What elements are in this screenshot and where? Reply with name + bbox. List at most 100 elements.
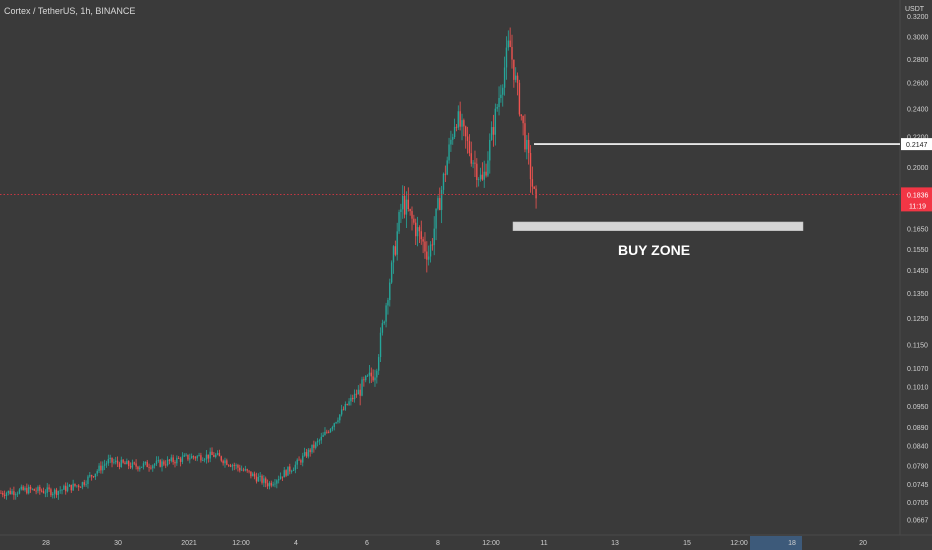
candle-body (265, 478, 267, 484)
candle-body (450, 139, 452, 145)
candle-body (503, 67, 506, 88)
candle-body (155, 460, 158, 465)
candle-body (535, 188, 537, 199)
y-tick-label: 0.1070 (907, 366, 929, 373)
candle-body (427, 256, 430, 260)
candle-body (426, 251, 428, 260)
candle-body (135, 463, 137, 467)
candle-body (396, 231, 398, 255)
candle-body (139, 467, 141, 470)
candle-body (170, 457, 172, 461)
candle-body (87, 476, 89, 484)
candle-body (52, 493, 54, 496)
candle-body (250, 471, 252, 477)
candle-body (418, 227, 421, 232)
candle-body (394, 246, 397, 255)
candle-body (372, 376, 374, 381)
candle-body (209, 451, 211, 459)
candle-body (268, 482, 271, 487)
candle-body (344, 403, 347, 410)
y-tick-label: 0.0705 (907, 500, 929, 507)
candle-body (415, 222, 417, 237)
candle-body (370, 372, 372, 377)
x-tick-label: 6 (365, 540, 369, 547)
candle-body (11, 491, 13, 494)
candle-body (502, 87, 504, 95)
candle-body (276, 480, 278, 484)
candle-body (490, 127, 493, 140)
y-tick-label: 0.1010 (907, 384, 929, 391)
candle-body (381, 323, 384, 333)
candle-body (452, 137, 454, 140)
candle-body (81, 482, 84, 488)
current-price-badge (901, 187, 932, 212)
candle-body (28, 486, 30, 494)
candle-body (520, 114, 522, 116)
candle-body (140, 466, 143, 468)
candle-body (153, 464, 156, 466)
candle-body (37, 486, 39, 492)
candle-body (76, 485, 78, 487)
candle-body (235, 465, 237, 466)
candle-body (348, 401, 350, 405)
candle-body (352, 397, 354, 400)
candle-body (448, 144, 450, 161)
candle-body (237, 465, 239, 468)
candle-body (240, 469, 243, 471)
time-axis-highlight (750, 536, 802, 550)
candle-body (526, 139, 528, 150)
candle-body (444, 173, 447, 175)
candle-body (3, 494, 6, 496)
candle-body (322, 435, 324, 437)
candle-body (133, 462, 135, 464)
candle-body (194, 457, 197, 459)
candle-body (513, 59, 515, 80)
candle-body (244, 469, 247, 471)
candle-body (168, 459, 171, 461)
candle-body (307, 449, 310, 457)
candle-body (259, 475, 261, 477)
candle-body (216, 453, 219, 455)
candle-body (407, 199, 410, 210)
candle-body (231, 465, 234, 467)
candle-body (461, 120, 463, 127)
candle-body (439, 198, 441, 210)
candle-body (26, 487, 28, 494)
candle-body (72, 483, 74, 491)
x-tick-label: 15 (683, 540, 691, 547)
candle-body (435, 208, 437, 229)
candle-body (533, 186, 535, 189)
candle-body (326, 431, 328, 433)
candle-body (218, 453, 221, 457)
candle-body (483, 171, 485, 180)
candle-body (148, 467, 150, 468)
candle-body (172, 457, 174, 463)
candle-body (31, 488, 34, 490)
candle-body (157, 460, 160, 461)
candle-body (66, 486, 69, 492)
y-tick-label: 0.1250 (907, 316, 929, 323)
candle-body (252, 473, 254, 477)
y-tick-label: 0.1350 (907, 291, 929, 298)
candle-body (357, 389, 360, 395)
candle-body (529, 152, 532, 180)
candle-body (474, 162, 476, 164)
candle-body (383, 321, 385, 324)
x-tick-label: 13 (611, 540, 619, 547)
candle-body (266, 483, 269, 487)
candle-body (470, 153, 472, 164)
x-tick-label: 2021 (181, 540, 197, 547)
y-tick-label: 0.3000 (907, 35, 929, 42)
candle-body (302, 455, 304, 463)
candle-body (481, 174, 484, 180)
candle-body (0, 492, 2, 494)
candle-body (7, 490, 10, 494)
candle-body (83, 482, 85, 485)
candle-body (313, 444, 315, 448)
candle-body (296, 459, 298, 465)
candle-body (107, 459, 110, 464)
candle-body (374, 377, 376, 381)
